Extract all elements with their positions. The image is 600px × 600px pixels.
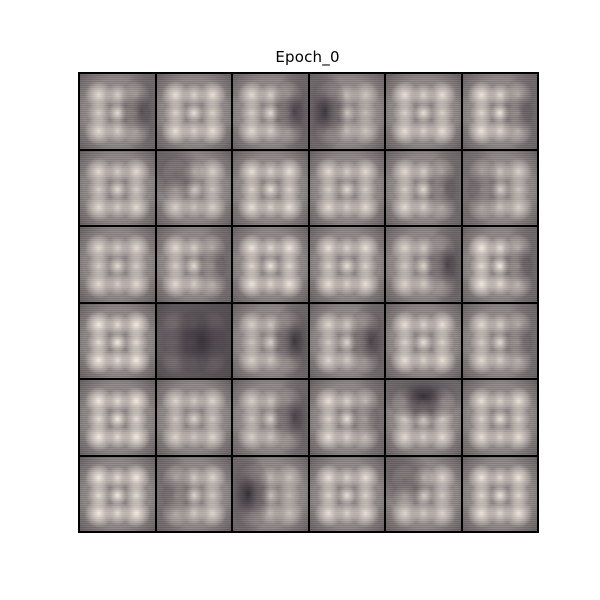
sample-tile	[462, 150, 537, 225]
sample-tile	[156, 303, 231, 378]
sample-tile	[462, 380, 537, 455]
sample-tile	[233, 380, 308, 455]
sample-tile	[80, 303, 155, 378]
sample-tile	[386, 380, 461, 455]
sample-tile	[462, 74, 537, 149]
sample-tile	[233, 227, 308, 302]
sample-tile	[386, 227, 461, 302]
tile-noise	[309, 456, 384, 531]
tile-noise	[156, 150, 231, 225]
sample-tile	[156, 74, 231, 149]
tile-noise	[386, 227, 461, 302]
tile-noise	[80, 380, 155, 455]
tile-noise	[233, 227, 308, 302]
sample-tile	[386, 74, 461, 149]
sample-tile	[309, 74, 384, 149]
sample-tile	[80, 380, 155, 455]
tile-noise	[233, 74, 308, 149]
tile-noise	[462, 303, 537, 378]
tile-noise	[80, 456, 155, 531]
sample-tile	[386, 456, 461, 531]
tile-noise	[156, 227, 231, 302]
tile-noise	[309, 150, 384, 225]
sample-tile	[80, 456, 155, 531]
sample-tile	[233, 74, 308, 149]
sample-tile	[156, 150, 231, 225]
tile-noise	[233, 380, 308, 455]
sample-tile	[462, 227, 537, 302]
sample-tile	[462, 456, 537, 531]
tile-noise	[80, 303, 155, 378]
tile-noise	[386, 380, 461, 455]
tile-noise	[80, 227, 155, 302]
sample-tile	[309, 227, 384, 302]
tile-noise	[386, 74, 461, 149]
sample-image-grid	[78, 72, 539, 533]
tile-noise	[233, 303, 308, 378]
sample-tile	[233, 150, 308, 225]
tile-noise	[462, 380, 537, 455]
tile-noise	[233, 456, 308, 531]
tile-noise	[309, 74, 384, 149]
tile-noise	[462, 456, 537, 531]
sample-tile	[462, 303, 537, 378]
tile-noise	[309, 303, 384, 378]
tile-noise	[309, 227, 384, 302]
sample-tile	[233, 456, 308, 531]
sample-tile	[309, 303, 384, 378]
tile-noise	[462, 227, 537, 302]
sample-tile	[309, 380, 384, 455]
tile-noise	[462, 74, 537, 149]
tile-noise	[156, 303, 231, 378]
tile-noise	[80, 150, 155, 225]
sample-tile	[80, 74, 155, 149]
figure-title: Epoch_0	[275, 48, 340, 66]
sample-tile	[386, 150, 461, 225]
sample-tile	[156, 456, 231, 531]
tile-noise	[156, 380, 231, 455]
sample-tile	[309, 456, 384, 531]
sample-tile	[386, 303, 461, 378]
tile-noise	[386, 150, 461, 225]
sample-tile	[80, 150, 155, 225]
tile-noise	[156, 456, 231, 531]
sample-tile	[156, 227, 231, 302]
sample-tile	[309, 150, 384, 225]
tile-noise	[309, 380, 384, 455]
sample-tile	[233, 303, 308, 378]
tile-noise	[462, 150, 537, 225]
tile-noise	[386, 303, 461, 378]
tile-noise	[233, 150, 308, 225]
tile-noise	[80, 74, 155, 149]
sample-tile	[156, 380, 231, 455]
sample-tile	[80, 227, 155, 302]
tile-noise	[386, 456, 461, 531]
tile-noise	[156, 74, 231, 149]
